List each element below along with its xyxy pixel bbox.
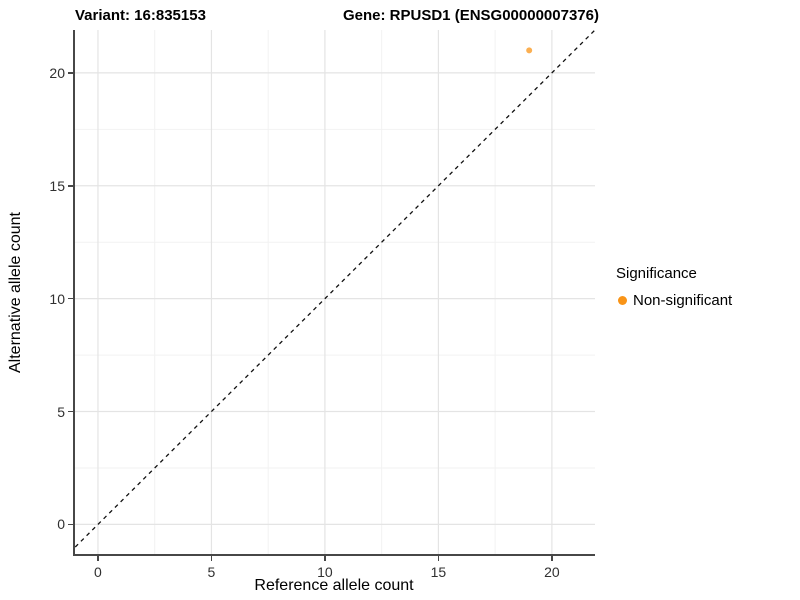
y-tick-label: 15 <box>49 177 65 194</box>
y-tick-label: 10 <box>49 290 65 307</box>
x-tick-mark <box>97 556 99 561</box>
x-tick-mark <box>551 556 553 561</box>
y-tick-mark <box>68 185 73 187</box>
identity-line <box>73 30 595 551</box>
legend-point-icon <box>618 295 627 305</box>
x-tick-label: 15 <box>430 564 447 580</box>
y-tick-label: 5 <box>57 403 65 420</box>
data-point <box>526 47 533 54</box>
y-tick-label: 20 <box>49 64 65 81</box>
x-tick-mark <box>210 556 213 561</box>
x-axis-title: Reference allele count <box>254 577 414 594</box>
x-tick-label: 20 <box>544 564 560 580</box>
y-tick-label: 0 <box>57 516 65 533</box>
plot-title-variant: Variant: 16:835153 <box>75 7 206 24</box>
x-tick-mark <box>437 556 440 561</box>
y-tick-mark <box>68 297 73 300</box>
y-tick-mark <box>68 72 73 74</box>
legend-title: Significance <box>616 265 697 282</box>
x-tick-label: 10 <box>317 564 333 580</box>
x-tick-label: 5 <box>207 564 216 580</box>
legend: Significance Non-significant <box>616 264 732 310</box>
plot-title-gene: Gene: RPUSD1 (ENSG00000007376) <box>343 7 599 24</box>
legend-entry: Non-significant <box>616 290 732 310</box>
y-axis-title: Alternative allele count <box>7 212 24 374</box>
x-tick-mark <box>324 556 326 561</box>
plot-canvas <box>73 30 595 556</box>
plot-panel <box>73 30 595 556</box>
legend-entry-label: Non-significant <box>633 291 733 309</box>
x-tick-label: 0 <box>94 564 102 580</box>
y-tick-mark <box>68 410 73 413</box>
legend-entries: Non-significant <box>616 290 732 310</box>
y-tick-mark <box>68 523 73 526</box>
